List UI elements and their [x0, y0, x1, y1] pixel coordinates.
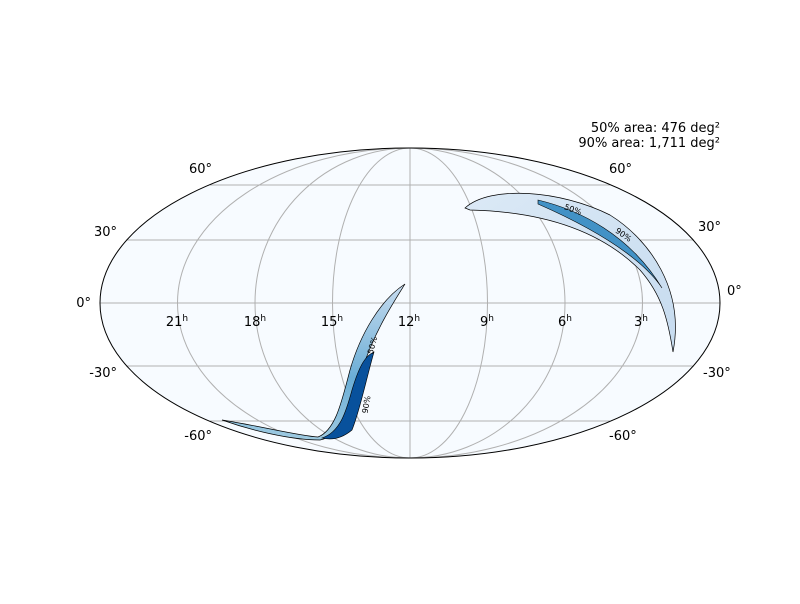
ra-unit: h: [642, 314, 648, 324]
dec-labels: 60° 30° 0° -30° -60° 60° 30° 0° -30° -60…: [76, 162, 742, 444]
dec-label: -30°: [703, 366, 731, 381]
sky-outline: [99, 147, 721, 459]
ra-hours: 12: [398, 315, 415, 330]
area-label: 90% area: 1,711 deg²: [578, 136, 720, 151]
credible-regions: [221, 192, 676, 441]
ra-label: 12h: [398, 314, 420, 330]
dec-label: 30°: [94, 225, 117, 240]
dec-label: 60°: [609, 162, 632, 177]
ra-label: 3h: [634, 314, 648, 330]
dec-label: 0°: [76, 296, 91, 311]
ra-unit: h: [414, 314, 420, 324]
ra-unit: h: [260, 314, 266, 324]
ra-hours: 21: [166, 315, 183, 330]
dec-label: -60°: [184, 429, 212, 444]
area-label: 50% area: 476 deg²: [591, 121, 720, 136]
ra-unit: h: [488, 314, 494, 324]
ra-hours: 3: [634, 315, 642, 330]
dec-label: 30°: [698, 220, 721, 235]
ra-label: 6h: [558, 314, 572, 330]
ra-hours: 18: [244, 315, 261, 330]
ra-labels: 21h 18h 15h 12h 9h 6h 3h: [166, 314, 648, 330]
dec-label: -30°: [89, 366, 117, 381]
ra-label: 9h: [480, 314, 494, 330]
ra-label: 18h: [244, 314, 266, 330]
ra-unit: h: [182, 314, 188, 324]
dec-label: 0°: [727, 284, 742, 299]
ra-hours: 15: [321, 315, 338, 330]
dec-label: 60°: [189, 162, 212, 177]
ra-unit: h: [337, 314, 343, 324]
ra-label: 21h: [166, 314, 188, 330]
ra-hours: 6: [558, 315, 566, 330]
ra-label: 15h: [321, 314, 343, 330]
contour-label: 90%: [361, 395, 373, 414]
ra-hours: 9: [480, 315, 488, 330]
dec-label: -60°: [609, 429, 637, 444]
ra-unit: h: [566, 314, 572, 324]
